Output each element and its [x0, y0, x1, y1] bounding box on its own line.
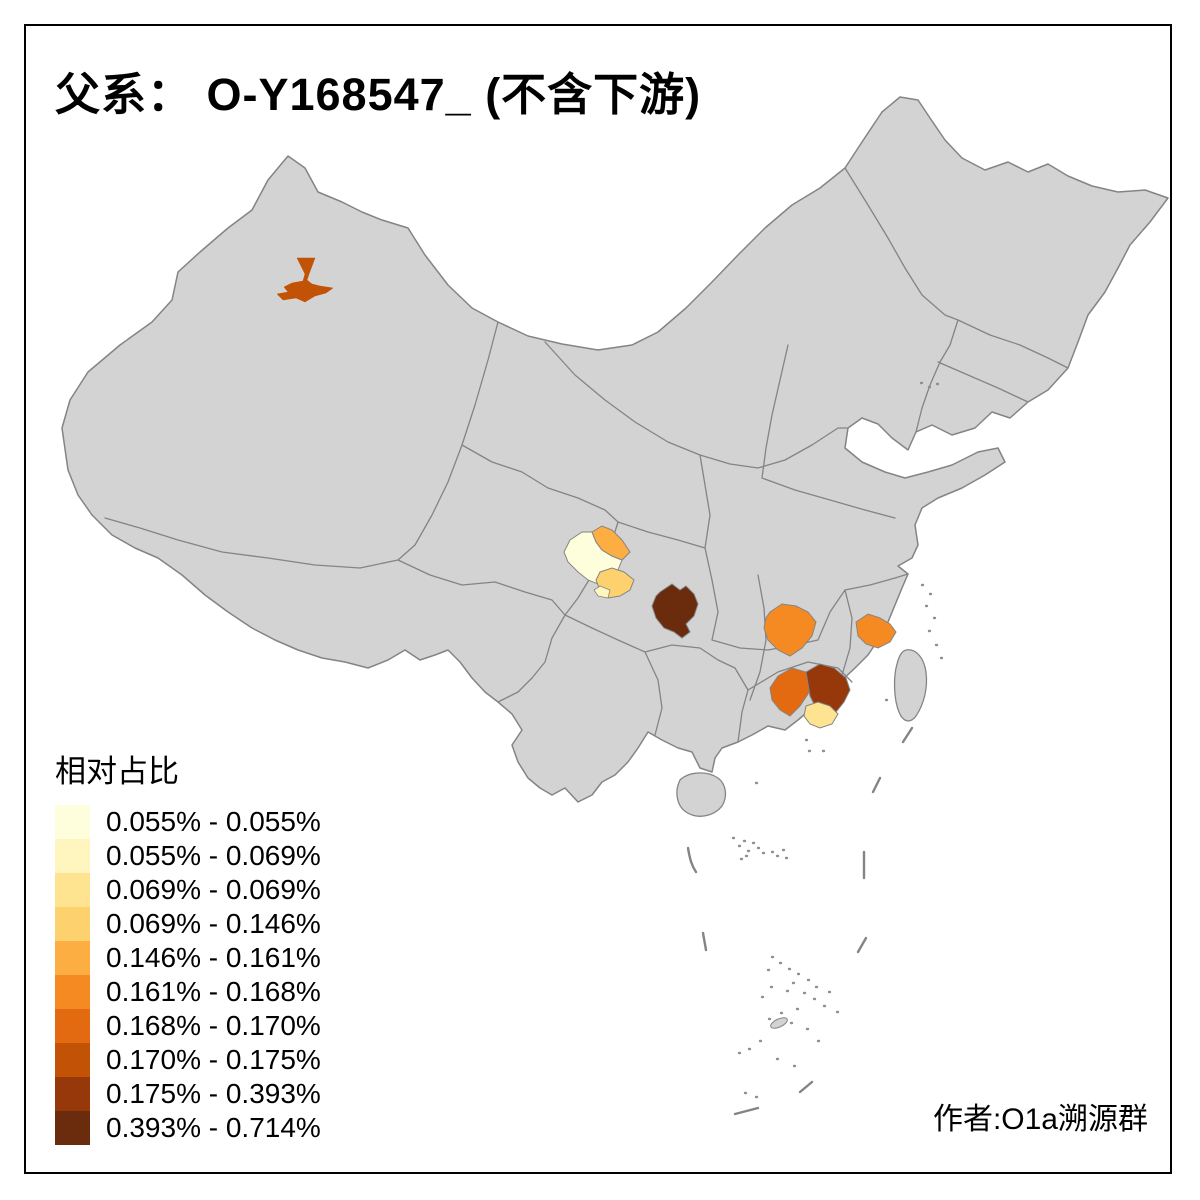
region-guangdong-west [769, 667, 813, 717]
legend-row: 0.175% - 0.393% [55, 1077, 321, 1111]
page-title: 父系： O-Y168547_ (不含下游) [55, 69, 702, 120]
legend-row: 0.069% - 0.069% [55, 873, 321, 907]
south-sea-islet [770, 1017, 788, 1029]
legend-swatch [55, 839, 90, 873]
region-sichuan-south-small [593, 585, 611, 599]
legend-row: 0.055% - 0.055% [55, 805, 321, 839]
region-xinjiang-north [276, 257, 334, 303]
legend-label: 0.161% - 0.168% [106, 976, 321, 1007]
legend-label: 0.393% - 0.714% [106, 1112, 321, 1143]
scattered-islands [731, 381, 944, 1099]
legend-row: 0.393% - 0.714% [55, 1111, 321, 1145]
legend-row: 0.168% - 0.170% [55, 1009, 321, 1043]
legend-label: 0.069% - 0.146% [106, 908, 321, 939]
china-mainland [61, 96, 1169, 803]
legend-row: 0.055% - 0.069% [55, 839, 321, 873]
region-guizhou-north [651, 583, 699, 639]
legend-title: 相对占比 [55, 754, 179, 789]
region-jiangxi-west [763, 603, 817, 657]
nine-dash-line [686, 726, 914, 1116]
attribution-text: 作者:O1a溯源群 [932, 1103, 1148, 1136]
legend-swatch [55, 805, 90, 839]
legend-label: 0.168% - 0.170% [106, 1010, 321, 1041]
legend-swatch [55, 1043, 90, 1077]
legend-label: 0.146% - 0.161% [106, 942, 321, 973]
legend-swatch [55, 907, 90, 941]
province-borders [104, 167, 1069, 743]
legend-row: 0.069% - 0.146% [55, 907, 321, 941]
region-sichuan-northeast [591, 525, 631, 561]
region-fujian-coast [855, 613, 897, 649]
legend-swatch [55, 1077, 90, 1111]
legend-label: 0.055% - 0.055% [106, 806, 321, 837]
legend-items: 0.055% - 0.055% 0.055% - 0.069% 0.069% - 0… [55, 805, 321, 1145]
legend-swatch [55, 975, 90, 1009]
legend-swatch [55, 1009, 90, 1043]
legend-swatch [55, 941, 90, 975]
legend-label: 0.175% - 0.393% [106, 1078, 321, 1109]
hainan-island [676, 772, 727, 817]
legend-label: 0.055% - 0.069% [106, 840, 321, 871]
legend-row: 0.146% - 0.161% [55, 941, 321, 975]
legend-swatch [55, 873, 90, 907]
legend-swatch [55, 1111, 90, 1145]
legend-label: 0.170% - 0.175% [106, 1044, 321, 1075]
taiwan-island [893, 649, 928, 722]
legend-label: 0.069% - 0.069% [106, 874, 321, 905]
region-guangdong-south [803, 701, 839, 729]
legend: 相对占比 0.055% - 0.055% 0.055% - 0.069% 0.069… [55, 746, 321, 1145]
legend-row: 0.170% - 0.175% [55, 1043, 321, 1077]
legend-row: 0.161% - 0.168% [55, 975, 321, 1009]
